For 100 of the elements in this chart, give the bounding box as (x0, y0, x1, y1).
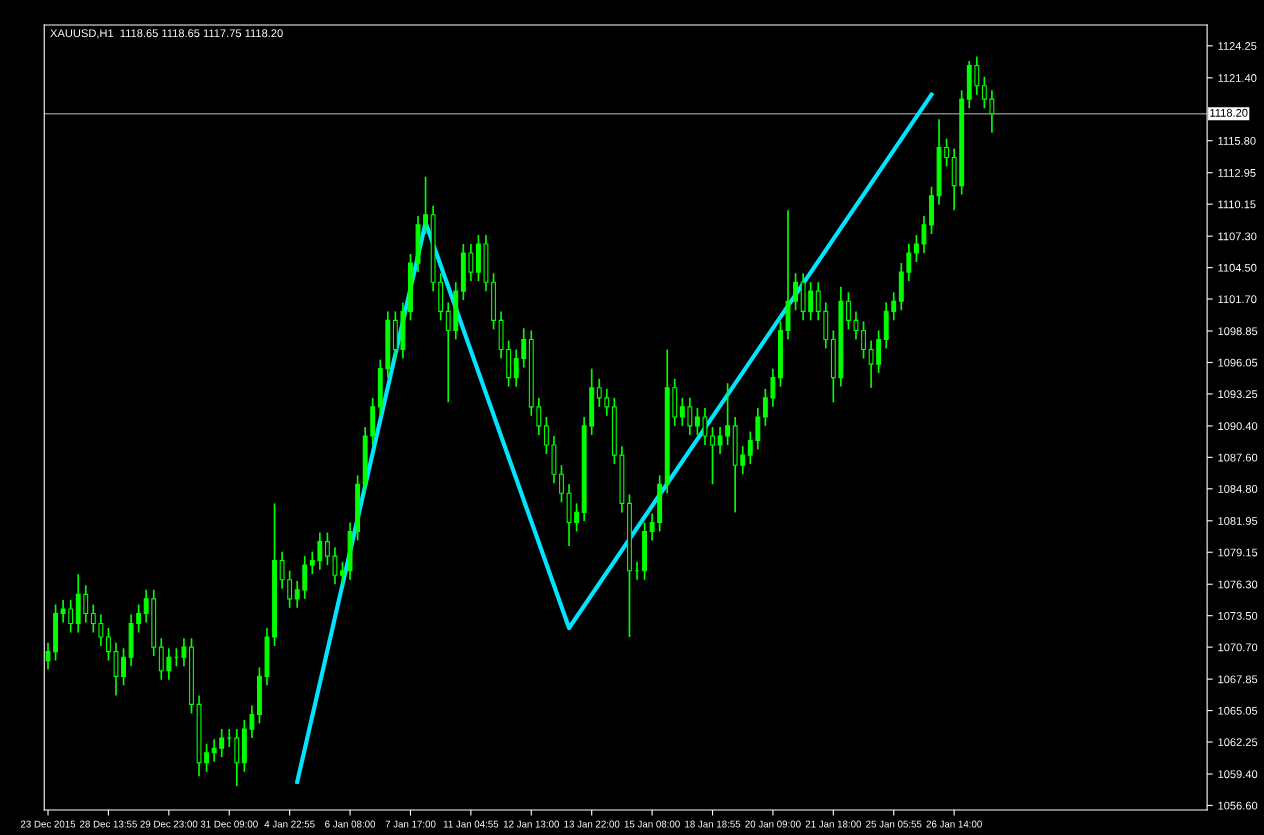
y-tick-label: 1093.25 (1218, 390, 1258, 399)
candlestick (287, 569, 293, 609)
candlestick (981, 75, 987, 109)
candlestick (423, 175, 429, 235)
candlestick (513, 348, 519, 388)
candlestick (762, 388, 768, 427)
x-tick-label: 28 Dec 13:55 (80, 820, 137, 828)
candlestick (226, 728, 232, 748)
candlestick (521, 327, 527, 369)
y-tick-label: 1070.70 (1218, 643, 1258, 652)
candlestick (166, 647, 172, 681)
candlestick (324, 531, 330, 566)
candlestick (710, 426, 715, 486)
candlestick (536, 397, 542, 436)
candlestick (294, 580, 300, 609)
ref-line-label: 1118.20 (1210, 108, 1248, 117)
x-tick-label: 4 Jan 22:55 (264, 820, 315, 828)
candlestick (83, 584, 89, 624)
candlestick (755, 407, 761, 451)
y-tick-label: 1079.15 (1218, 548, 1258, 557)
candlestick (317, 531, 323, 571)
candlestick (717, 426, 723, 455)
candlestick (559, 464, 564, 504)
candlestick (60, 599, 66, 624)
y-tick-label: 1121.40 (1218, 74, 1257, 82)
x-tick-label: 7 Jan 17:00 (385, 820, 436, 828)
candlestick (158, 637, 164, 681)
candlestick (808, 281, 814, 322)
x-tick-label: 15 Jan 08:00 (624, 820, 680, 828)
candlestick (309, 550, 315, 575)
y-tick-label: 1076.30 (1218, 580, 1258, 589)
candlestick (921, 215, 927, 254)
x-tick-label: 13 Jan 22:00 (564, 820, 620, 828)
candlestick (90, 603, 96, 634)
candlestick (974, 55, 980, 96)
candlestick (98, 613, 104, 647)
candlestick (468, 243, 474, 282)
candlestick (687, 397, 693, 436)
candlestick (249, 704, 255, 739)
y-tick-label: 1112.95 (1218, 168, 1256, 177)
candlestick (136, 603, 142, 634)
candlestick (181, 637, 187, 668)
y-tick-label: 1062.25 (1218, 738, 1258, 747)
candlestick (906, 243, 912, 282)
y-tick-label: 1104.50 (1218, 263, 1257, 272)
candlestick (121, 647, 126, 687)
y-tick-label: 1096.05 (1218, 358, 1258, 367)
y-tick-label: 1073.50 (1218, 611, 1258, 620)
candlestick (211, 738, 217, 763)
candlestick (944, 137, 950, 168)
x-tick-label: 26 Jan 14:00 (926, 820, 982, 828)
candlestick (861, 320, 866, 360)
x-tick-label: 18 Jan 18:55 (685, 820, 741, 828)
y-tick-label: 1087.60 (1218, 453, 1258, 462)
candlestick (204, 742, 210, 773)
candlestick (340, 560, 345, 586)
candlestick (853, 310, 859, 341)
y-tick-label: 1115.80 (1218, 136, 1256, 145)
candlestick (279, 550, 285, 590)
candlestick (219, 728, 225, 759)
candlestick (989, 89, 995, 134)
y-tick-label: 1101.70 (1218, 295, 1257, 304)
candlestick (604, 388, 610, 417)
candlestick (445, 301, 451, 404)
candlestick (868, 339, 874, 389)
candlestick (725, 382, 731, 446)
candlestick (332, 546, 338, 586)
x-tick-label: 12 Jan 13:00 (503, 820, 560, 828)
x-tick-label: 6 Jan 08:00 (325, 820, 376, 828)
candlestick (702, 407, 708, 446)
candlestick (770, 367, 776, 408)
y-tick-label: 1084.80 (1218, 485, 1258, 493)
x-tick-label: 11 Jan 04:55 (443, 820, 499, 828)
candlestick (574, 502, 580, 533)
candlestick (649, 512, 655, 542)
y-tick-label: 1081.95 (1218, 517, 1258, 525)
y-tick-label: 1098.85 (1218, 327, 1258, 336)
candlestick (815, 281, 821, 322)
candlestick (143, 589, 149, 624)
candlestick (694, 407, 700, 436)
y-tick-label: 1067.85 (1218, 675, 1258, 684)
candlestick (105, 627, 111, 662)
y-tick-label: 1107.30 (1218, 232, 1257, 241)
x-tick-label: 23 Dec 2015 (20, 820, 76, 828)
y-tick-label: 1056.60 (1218, 801, 1258, 810)
candlestick (891, 291, 897, 322)
y-tick-label: 1124.25 (1218, 42, 1257, 50)
x-tick-label: 31 Dec 09:00 (200, 820, 258, 828)
candlestick (596, 377, 602, 408)
x-tick-label: 29 Dec 23:00 (140, 820, 198, 828)
candlestick (45, 641, 51, 671)
candlestick (679, 397, 685, 427)
candlestick (747, 430, 753, 465)
y-tick-label: 1110.15 (1218, 200, 1256, 209)
candlestick (845, 291, 851, 331)
y-tick-label: 1059.40 (1218, 770, 1258, 779)
y-tick-label: 1090.40 (1218, 422, 1258, 431)
candlestick (740, 445, 746, 476)
candlestick (913, 234, 919, 263)
candlestick (793, 272, 799, 312)
